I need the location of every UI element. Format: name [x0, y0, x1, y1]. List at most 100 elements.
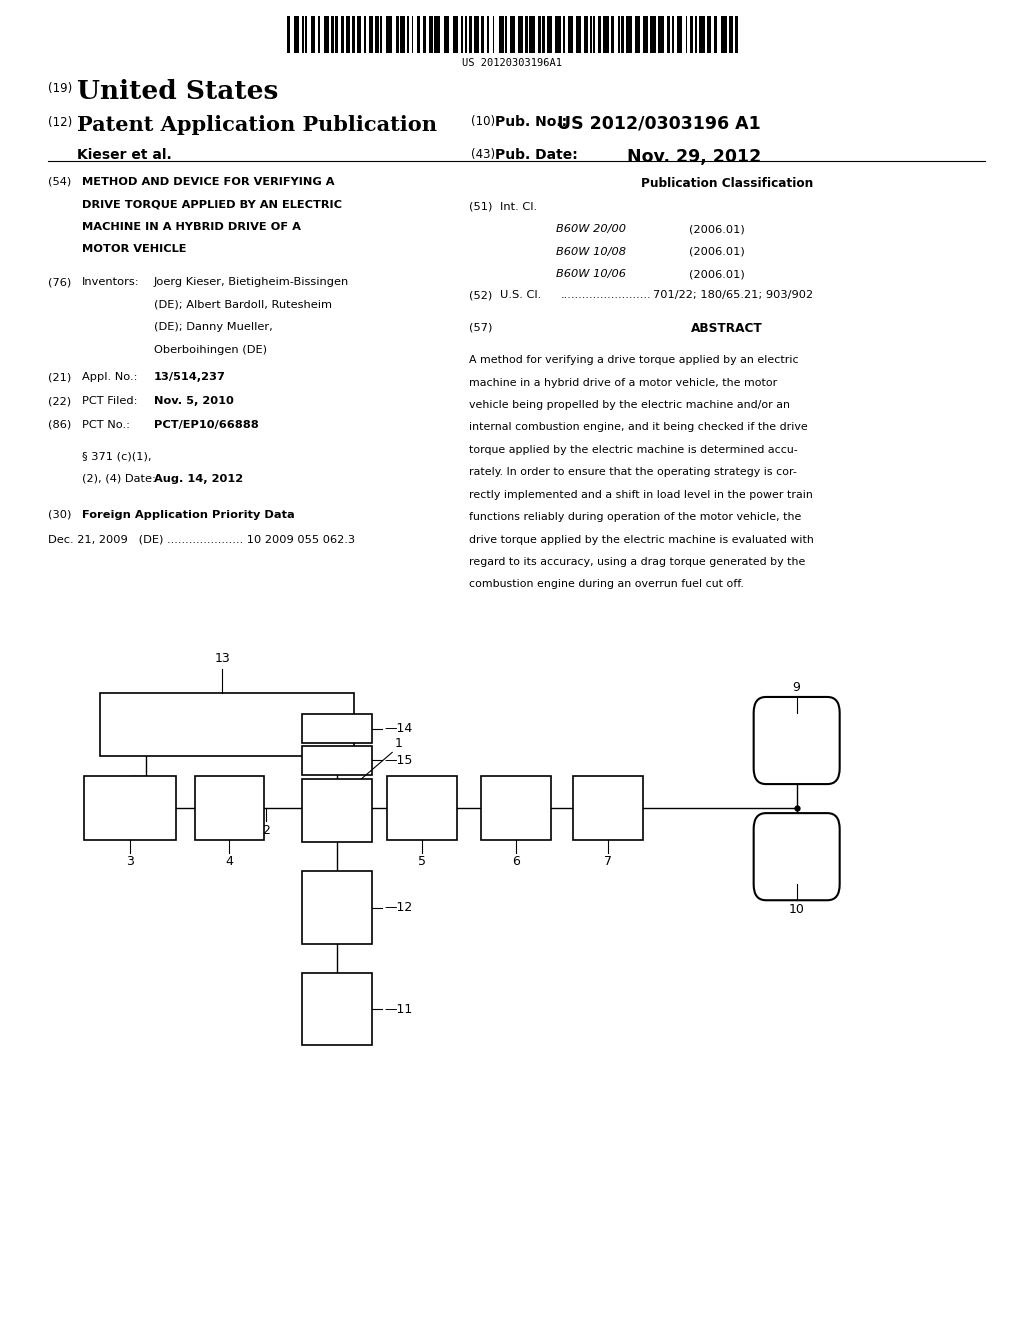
- Text: (2), (4) Date:: (2), (4) Date:: [82, 474, 156, 484]
- Text: 4: 4: [225, 855, 233, 869]
- Bar: [695, 16, 697, 53]
- Text: —12: —12: [384, 902, 413, 913]
- Bar: [729, 16, 733, 53]
- Text: Kieser et al.: Kieser et al.: [77, 148, 172, 162]
- Text: (21): (21): [48, 372, 72, 383]
- Text: (19): (19): [48, 82, 73, 95]
- Bar: [357, 16, 360, 53]
- Bar: [311, 16, 315, 53]
- Bar: [686, 16, 687, 53]
- Bar: [302, 714, 372, 743]
- Bar: [542, 16, 545, 53]
- Bar: [617, 16, 621, 53]
- Bar: [364, 16, 367, 53]
- Bar: [352, 16, 354, 53]
- Text: .........................: .........................: [561, 290, 652, 301]
- Bar: [499, 16, 504, 53]
- Text: Pub. Date:: Pub. Date:: [495, 148, 578, 162]
- Text: § 371 (c)(1),: § 371 (c)(1),: [82, 451, 152, 462]
- Bar: [593, 16, 595, 53]
- Text: (52): (52): [469, 290, 493, 301]
- Bar: [375, 16, 379, 53]
- Text: torque applied by the electric machine is determined accu-: torque applied by the electric machine i…: [469, 445, 798, 455]
- Bar: [335, 16, 338, 53]
- Bar: [100, 693, 354, 756]
- FancyBboxPatch shape: [754, 813, 840, 900]
- Bar: [423, 16, 426, 53]
- Bar: [735, 16, 738, 53]
- Text: US 2012/0303196 A1: US 2012/0303196 A1: [557, 115, 761, 133]
- Bar: [577, 16, 582, 53]
- Text: Appl. No.:: Appl. No.:: [82, 372, 137, 383]
- Text: PCT/EP10/66888: PCT/EP10/66888: [154, 420, 258, 430]
- Text: Patent Application Publication: Patent Application Publication: [77, 115, 437, 135]
- Text: —11: —11: [384, 1003, 413, 1015]
- Text: Dec. 21, 2009   (DE) ..................... 10 2009 055 062.3: Dec. 21, 2009 (DE) .....................…: [48, 535, 355, 545]
- Bar: [486, 16, 489, 53]
- Bar: [590, 16, 592, 53]
- Text: (22): (22): [48, 396, 72, 407]
- Text: 6: 6: [512, 855, 520, 869]
- Bar: [302, 973, 372, 1045]
- Bar: [598, 16, 601, 53]
- Bar: [603, 16, 609, 53]
- Text: drive torque applied by the electric machine is evaluated with: drive torque applied by the electric mac…: [469, 535, 814, 545]
- Text: MOTOR VEHICLE: MOTOR VEHICLE: [82, 244, 186, 255]
- Text: B60W 20/00: B60W 20/00: [556, 224, 626, 235]
- Text: (DE); Danny Mueller,: (DE); Danny Mueller,: [154, 322, 272, 333]
- Bar: [714, 16, 718, 53]
- Text: Oberboihingen (DE): Oberboihingen (DE): [154, 345, 266, 355]
- Bar: [302, 779, 372, 842]
- Text: 2: 2: [262, 824, 270, 837]
- Bar: [324, 16, 330, 53]
- Bar: [412, 16, 414, 53]
- Bar: [454, 16, 458, 53]
- Bar: [672, 16, 675, 53]
- Bar: [84, 776, 176, 840]
- Text: internal combustion engine, and it being checked if the drive: internal combustion engine, and it being…: [469, 422, 808, 433]
- Text: 13/514,237: 13/514,237: [154, 372, 225, 383]
- Bar: [568, 16, 573, 53]
- Bar: [610, 16, 614, 53]
- FancyBboxPatch shape: [754, 697, 840, 784]
- Bar: [708, 16, 711, 53]
- Bar: [643, 16, 648, 53]
- Text: (DE); Albert Bardoll, Rutesheim: (DE); Albert Bardoll, Rutesheim: [154, 300, 332, 310]
- Text: U.S. Cl.: U.S. Cl.: [500, 290, 541, 301]
- Bar: [443, 16, 450, 53]
- Text: (76): (76): [48, 277, 72, 288]
- Bar: [302, 746, 372, 775]
- Bar: [529, 16, 535, 53]
- Bar: [407, 16, 410, 53]
- Text: combustion engine during an overrun fuel cut off.: combustion engine during an overrun fuel…: [469, 579, 743, 590]
- Text: Publication Classification: Publication Classification: [641, 177, 813, 190]
- Bar: [481, 776, 551, 840]
- Bar: [690, 16, 693, 53]
- Bar: [658, 16, 664, 53]
- Bar: [518, 16, 523, 53]
- Bar: [555, 16, 560, 53]
- Text: A method for verifying a drive torque applied by an electric: A method for verifying a drive torque ap…: [469, 355, 799, 366]
- Bar: [699, 16, 706, 53]
- Bar: [538, 16, 541, 53]
- Bar: [677, 16, 682, 53]
- Bar: [341, 16, 344, 53]
- Text: Nov. 29, 2012: Nov. 29, 2012: [627, 148, 761, 166]
- Text: PCT Filed:: PCT Filed:: [82, 396, 137, 407]
- Bar: [400, 16, 404, 53]
- Text: regard to its accuracy, using a drag torque generated by the: regard to its accuracy, using a drag tor…: [469, 557, 805, 568]
- Text: —15: —15: [384, 754, 413, 767]
- Text: (2006.01): (2006.01): [689, 224, 744, 235]
- Bar: [387, 776, 457, 840]
- Text: B60W 10/06: B60W 10/06: [556, 269, 626, 280]
- Text: United States: United States: [77, 79, 279, 104]
- Text: (54): (54): [48, 177, 72, 187]
- Bar: [465, 16, 467, 53]
- Bar: [380, 16, 382, 53]
- Bar: [563, 16, 565, 53]
- Text: 701/22; 180/65.21; 903/902: 701/22; 180/65.21; 903/902: [653, 290, 813, 301]
- Bar: [650, 16, 655, 53]
- Text: 13: 13: [214, 652, 230, 665]
- Text: (10): (10): [471, 115, 496, 128]
- Bar: [417, 16, 420, 53]
